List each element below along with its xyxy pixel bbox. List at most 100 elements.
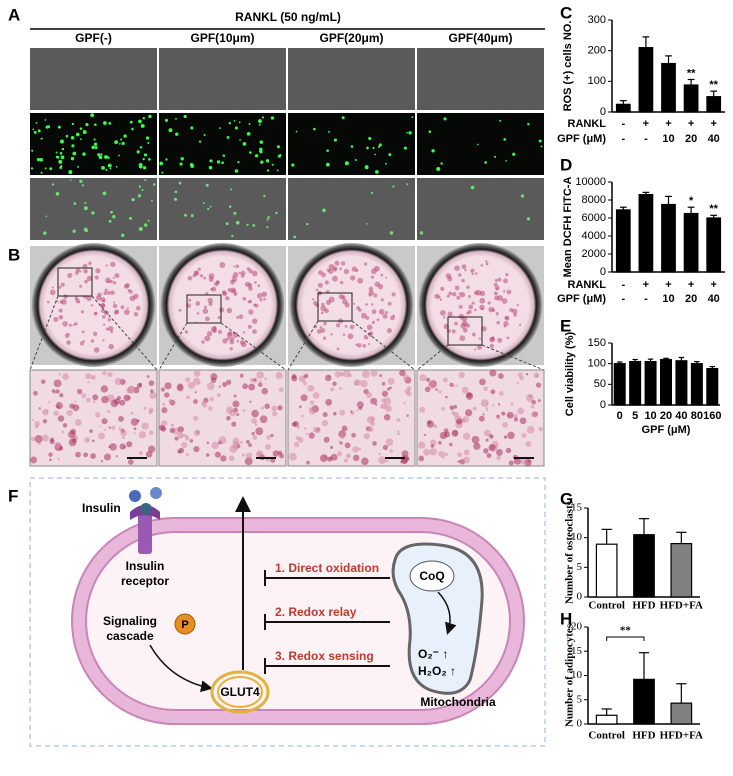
stain xyxy=(338,387,342,391)
stain xyxy=(478,337,482,340)
column-header: GPF(-) xyxy=(75,31,112,45)
stain xyxy=(353,302,356,305)
error-bar xyxy=(710,90,718,97)
fluorescence-spot xyxy=(276,169,279,172)
fluorescence-spot xyxy=(246,223,249,226)
stain xyxy=(308,432,315,439)
stain xyxy=(226,379,232,385)
fluorescence-spot xyxy=(57,125,61,129)
stain xyxy=(211,441,219,450)
stain xyxy=(95,412,101,418)
fluorescence-spot xyxy=(499,119,502,122)
stain xyxy=(55,402,63,410)
fluorescence-spot xyxy=(203,133,206,137)
stain xyxy=(62,321,68,327)
fluorescence-spot xyxy=(81,184,84,187)
stain xyxy=(519,417,527,425)
stain xyxy=(462,327,468,333)
stain xyxy=(389,449,394,453)
stain xyxy=(538,426,544,432)
fluorescence-spot xyxy=(120,138,123,141)
stain xyxy=(332,266,338,271)
stain xyxy=(147,445,156,453)
stain xyxy=(118,415,124,422)
stain xyxy=(496,320,500,325)
panel-label: G xyxy=(560,489,573,508)
stain xyxy=(479,378,486,386)
stain xyxy=(87,380,90,384)
stain xyxy=(291,421,297,427)
stain xyxy=(322,336,327,340)
stain xyxy=(236,413,240,417)
stain xyxy=(446,294,450,298)
bar xyxy=(595,714,618,725)
stain xyxy=(474,272,478,275)
stain xyxy=(490,389,496,395)
stain xyxy=(321,302,325,307)
fluorescence-spot xyxy=(144,179,147,182)
stain xyxy=(477,344,483,350)
fluorescence-spot xyxy=(83,206,88,211)
stain xyxy=(300,394,308,402)
zoom-image xyxy=(287,369,416,467)
fluorescence-spot xyxy=(79,179,83,183)
insulin-molecule xyxy=(129,490,141,502)
stain xyxy=(323,321,327,326)
stain xyxy=(256,293,263,299)
x-tick-label: HFD+FA xyxy=(660,730,703,742)
stain xyxy=(125,283,130,288)
fluorescence-spot xyxy=(259,140,264,144)
stain xyxy=(120,305,125,310)
stain xyxy=(126,441,133,448)
stain xyxy=(74,400,77,403)
stain xyxy=(371,268,377,275)
fluorescence-spot xyxy=(209,205,212,208)
fluorescence-spot xyxy=(39,158,44,162)
stain xyxy=(229,339,235,345)
fluorescence-spot xyxy=(328,130,330,133)
stain xyxy=(252,329,257,334)
stain xyxy=(103,453,111,461)
stain xyxy=(363,433,370,440)
stain xyxy=(461,278,465,283)
stain xyxy=(506,411,514,419)
row-label: GPF (μM) xyxy=(557,293,606,305)
fluorescence-spot xyxy=(55,192,60,196)
stain xyxy=(124,309,130,316)
stain xyxy=(389,386,392,390)
stain xyxy=(458,304,463,309)
x-tick-label: 160 xyxy=(703,410,721,422)
stain xyxy=(360,312,367,319)
stain xyxy=(471,301,475,305)
fluorescence-spot xyxy=(266,169,270,172)
stain xyxy=(444,452,448,457)
stain xyxy=(100,308,105,313)
micrograph xyxy=(159,178,286,240)
stain xyxy=(203,305,207,309)
stain xyxy=(247,282,253,288)
stain xyxy=(468,295,471,298)
fluorescence-spot xyxy=(107,163,112,168)
stain xyxy=(103,428,107,431)
stain xyxy=(320,305,327,312)
stain xyxy=(91,376,95,380)
stain xyxy=(68,438,77,447)
stain xyxy=(103,291,108,296)
stain xyxy=(358,404,362,408)
fluorescence-spot xyxy=(291,163,295,167)
stain xyxy=(356,306,360,310)
stain xyxy=(365,392,372,399)
stain xyxy=(202,308,209,315)
error-bar xyxy=(663,357,669,360)
stain xyxy=(85,373,92,380)
stain xyxy=(316,329,322,334)
stain xyxy=(365,303,368,306)
fluorescence-spot xyxy=(140,123,145,128)
stain xyxy=(135,305,141,311)
stain xyxy=(263,415,267,419)
stain xyxy=(366,337,369,340)
fluorescence-spot xyxy=(138,185,142,188)
fluorescence-spot xyxy=(97,153,101,157)
stain xyxy=(226,332,232,338)
fluorescence-spot xyxy=(406,131,408,134)
